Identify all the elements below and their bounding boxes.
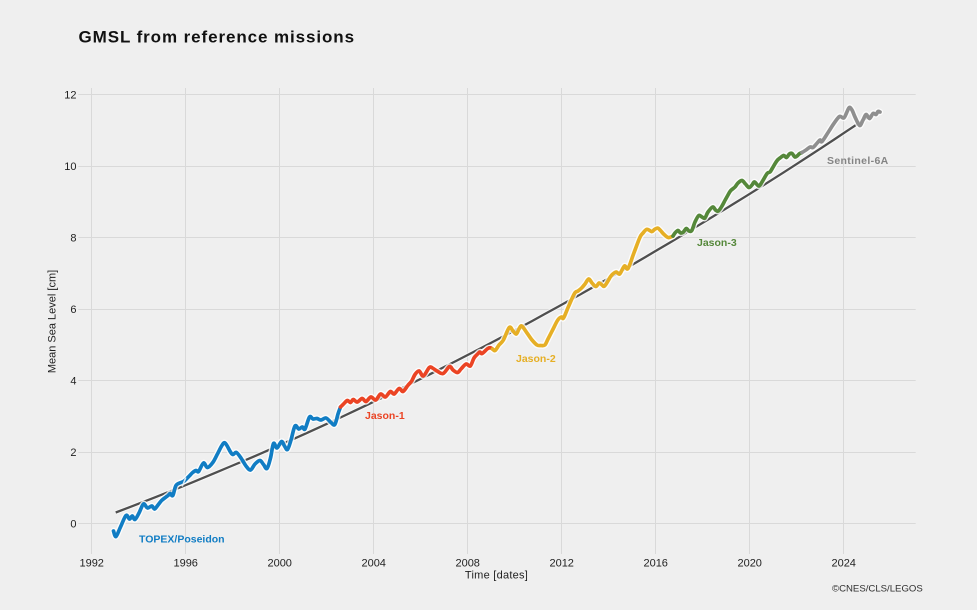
svg-text:Sentinel-6A: Sentinel-6A [827, 155, 889, 167]
svg-text:GMSL from reference missions: GMSL from reference missions [79, 27, 355, 46]
svg-text:Jason-1: Jason-1 [365, 410, 405, 422]
svg-text:Time [dates]: Time [dates] [465, 570, 528, 582]
svg-text:2008: 2008 [455, 558, 479, 570]
svg-text:TOPEX/Poseidon: TOPEX/Poseidon [139, 534, 225, 546]
svg-text:6: 6 [70, 304, 76, 316]
svg-text:4: 4 [70, 376, 76, 388]
svg-text:Jason-3: Jason-3 [697, 237, 737, 249]
svg-text:2004: 2004 [361, 558, 385, 570]
svg-text:Jason-2: Jason-2 [516, 353, 556, 365]
svg-text:12: 12 [64, 90, 76, 102]
svg-text:2000: 2000 [267, 558, 291, 570]
svg-text:1996: 1996 [173, 558, 197, 570]
svg-text:Mean Sea Level [cm]: Mean Sea Level [cm] [47, 270, 59, 373]
svg-text:2016: 2016 [643, 558, 667, 570]
svg-text:0: 0 [70, 519, 76, 531]
svg-text:2012: 2012 [549, 558, 573, 570]
svg-text:2020: 2020 [737, 558, 761, 570]
svg-text:2024: 2024 [831, 558, 855, 570]
svg-text:10: 10 [64, 161, 76, 173]
svg-text:1992: 1992 [79, 558, 103, 570]
svg-text:©CNES/CLS/LEGOS: ©CNES/CLS/LEGOS [832, 584, 923, 595]
svg-text:8: 8 [70, 233, 76, 245]
svg-text:2: 2 [70, 447, 76, 459]
